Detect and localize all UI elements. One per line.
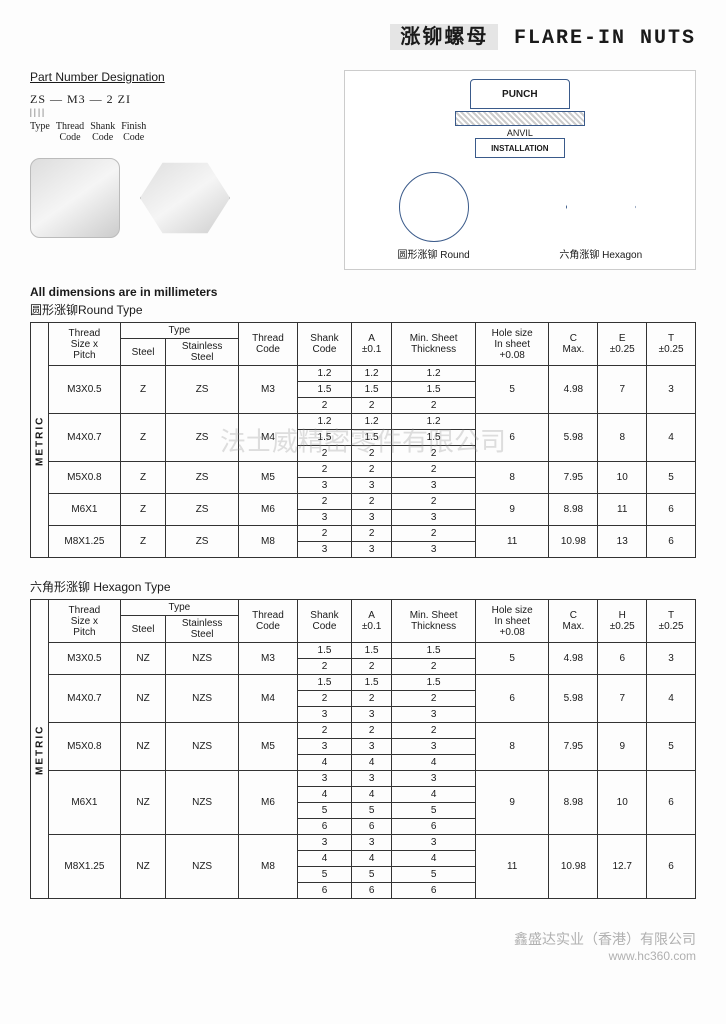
footer: 鑫盛达实业（香港）有限公司 www.hc360.com [30, 929, 696, 963]
hex-diagram [566, 172, 636, 242]
pn-label-finish: Finish Code [121, 121, 146, 143]
round-type-table: METRICThread Size x PitchTypeThread Code… [30, 322, 696, 558]
table-row: M4X0.7NZNZSM41.51.51.565.9874 [31, 675, 696, 691]
title-en: FLARE-IN NUTS [506, 27, 696, 50]
title-cn: 涨铆螺母 [390, 24, 498, 50]
table-row: M5X0.8ZZSM522287.95105 [31, 462, 696, 478]
top-section: Part Number Designation ZS — M3 — 2 ZI |… [30, 70, 696, 270]
hex-diagram-label: 六角涨铆 Hexagon [559, 246, 642, 261]
pn-heading: Part Number Designation [30, 70, 324, 84]
punch-label: PUNCH [470, 79, 570, 109]
footer-company: 鑫盛达实业（香港）有限公司 [30, 929, 696, 949]
round-nut-image [30, 158, 120, 238]
page-title: 涨铆螺母 FLARE-IN NUTS [30, 20, 696, 50]
metric-label: METRIC [31, 600, 49, 899]
anvil-label: ANVIL [353, 128, 687, 138]
dimensions-note: All dimensions are in millimeters [30, 285, 696, 299]
table-row: M8X1.25ZZSM82221110.98136 [31, 526, 696, 542]
installation-label: INSTALLATION [475, 138, 565, 158]
hexagon-type-table: METRICThread Size x PitchTypeThread Code… [30, 599, 696, 899]
round-diagram-label: 圆形涨铆 Round [397, 246, 469, 261]
table-row: M5X0.8NZNZSM522287.9595 [31, 723, 696, 739]
table-row: M6X1ZZSM622298.98116 [31, 494, 696, 510]
product-images [30, 158, 324, 238]
technical-drawing: PUNCH ANVIL INSTALLATION 圆形涨铆 Round 六角涨铆… [344, 70, 696, 270]
table-row: M3X0.5ZZSM31.21.21.254.9873 [31, 366, 696, 382]
pn-label-thread: Thread Code [56, 121, 84, 143]
metric-label: METRIC [31, 323, 49, 558]
table-row: M6X1NZNZSM633398.98106 [31, 771, 696, 787]
round-diagram [399, 172, 469, 242]
hex-nut-image [140, 158, 230, 238]
round-section-label: 圆形涨铆Round Type [30, 301, 696, 318]
table-row: M8X1.25NZNZSM83331110.9812.76 [31, 835, 696, 851]
table-row: M3X0.5NZNZSM31.51.51.554.9863 [31, 643, 696, 659]
pn-label-shank: Shank Code [90, 121, 115, 143]
pn-labels: Type Thread Code Shank Code Finish Code [30, 121, 324, 143]
pn-sample: ZS — M3 — 2 ZI [30, 92, 324, 107]
footer-url: www.hc360.com [30, 949, 696, 963]
table-row: M4X0.7ZZSM41.21.21.265.9884 [31, 414, 696, 430]
pn-label-type: Type [30, 121, 50, 143]
hex-section-label: 六角形涨铆 Hexagon Type [30, 578, 696, 595]
